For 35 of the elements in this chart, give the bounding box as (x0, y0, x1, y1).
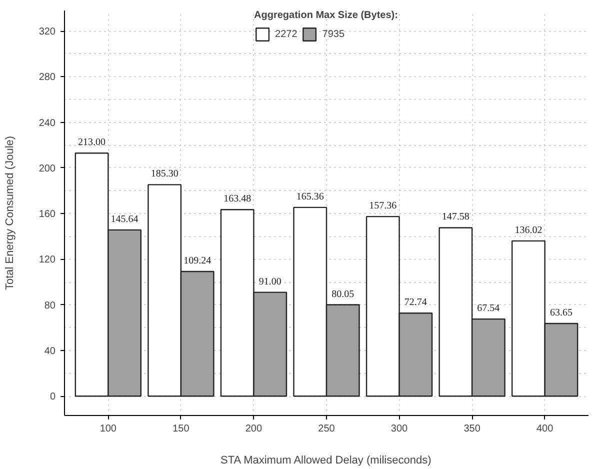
x-tick-label: 400 (536, 424, 554, 434)
legend-title: Aggregation Max Size (Bytes): (254, 10, 398, 21)
y-tick-label: 200 (38, 163, 56, 174)
data-label: 63.65 (550, 307, 572, 318)
x-tick-label: 250 (318, 424, 336, 434)
data-label: 91.00 (258, 276, 282, 288)
data-label: 147.58 (442, 212, 470, 223)
data-label: 80.05 (332, 288, 354, 300)
x-tick-label: 300 (390, 424, 408, 434)
x-axis-title: STA Maximum Allowed Delay (miliseconds) (220, 454, 432, 466)
y-tick-label: 240 (38, 118, 56, 129)
legend-label: 2272 (275, 28, 298, 40)
data-label: 109.24 (184, 255, 212, 266)
legend-label: 7935 (322, 28, 345, 40)
y-tick-label: 40 (44, 346, 56, 357)
x-tick-label: 150 (172, 424, 190, 434)
y-tick-label: 320 (38, 26, 56, 38)
data-label: 165.36 (296, 191, 324, 202)
data-label: 213.00 (78, 137, 106, 148)
y-tick-label: 280 (38, 72, 56, 84)
data-label: 185.30 (150, 168, 178, 180)
data-label: 136.02 (514, 224, 542, 236)
y-axis-title: Total Energy Consumed (Joule) (4, 136, 16, 290)
data-label: 157.36 (369, 200, 397, 212)
y-tick-label: 160 (38, 209, 56, 220)
y-tick-label: 120 (38, 254, 56, 266)
data-label: 145.64 (110, 214, 138, 225)
y-tick-label: 0 (50, 392, 56, 403)
data-label: 72.74 (404, 297, 427, 308)
x-tick-label: 200 (245, 424, 263, 434)
data-label: 163.48 (224, 194, 252, 205)
data-label: 67.54 (477, 303, 500, 314)
x-tick-label: 350 (464, 424, 481, 434)
x-tick-label: 100 (100, 424, 117, 434)
y-tick-label: 80 (44, 300, 56, 312)
